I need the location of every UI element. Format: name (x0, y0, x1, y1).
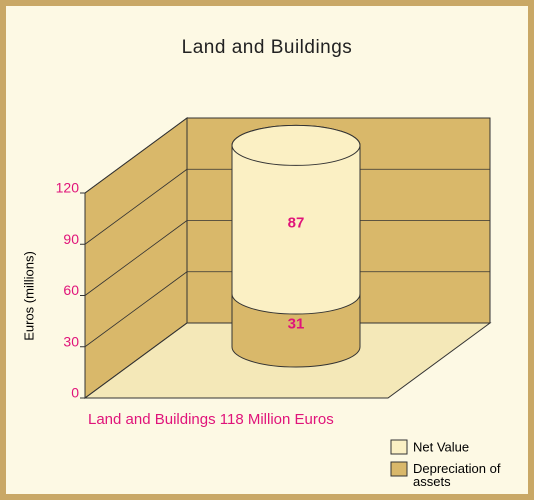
legend-label: Depreciation of assets (413, 461, 501, 489)
y-axis-label: Euros (millions) (21, 251, 36, 341)
y-tick-label: 60 (63, 282, 79, 298)
grid-line (84, 322, 188, 399)
x-category-label: Land and Buildings 118 Million Euros (88, 411, 334, 428)
cylinder-top (231, 124, 361, 166)
data-label: 31 (288, 315, 305, 332)
y-tick-label: 30 (63, 333, 79, 349)
grid-line (84, 271, 188, 348)
grid-line (84, 117, 188, 194)
y-tick-label: 0 (71, 385, 79, 401)
y-tick-label: 90 (63, 231, 79, 247)
chart-title: Land and Buildings (182, 37, 353, 58)
y-tick-label: 120 (56, 180, 80, 196)
legend-swatch (390, 461, 408, 477)
legend-label: Net Value (413, 439, 469, 454)
data-label: 87 (288, 215, 305, 232)
grid-line (84, 168, 188, 245)
legend-swatch (390, 439, 408, 455)
grid-line (84, 220, 188, 296)
